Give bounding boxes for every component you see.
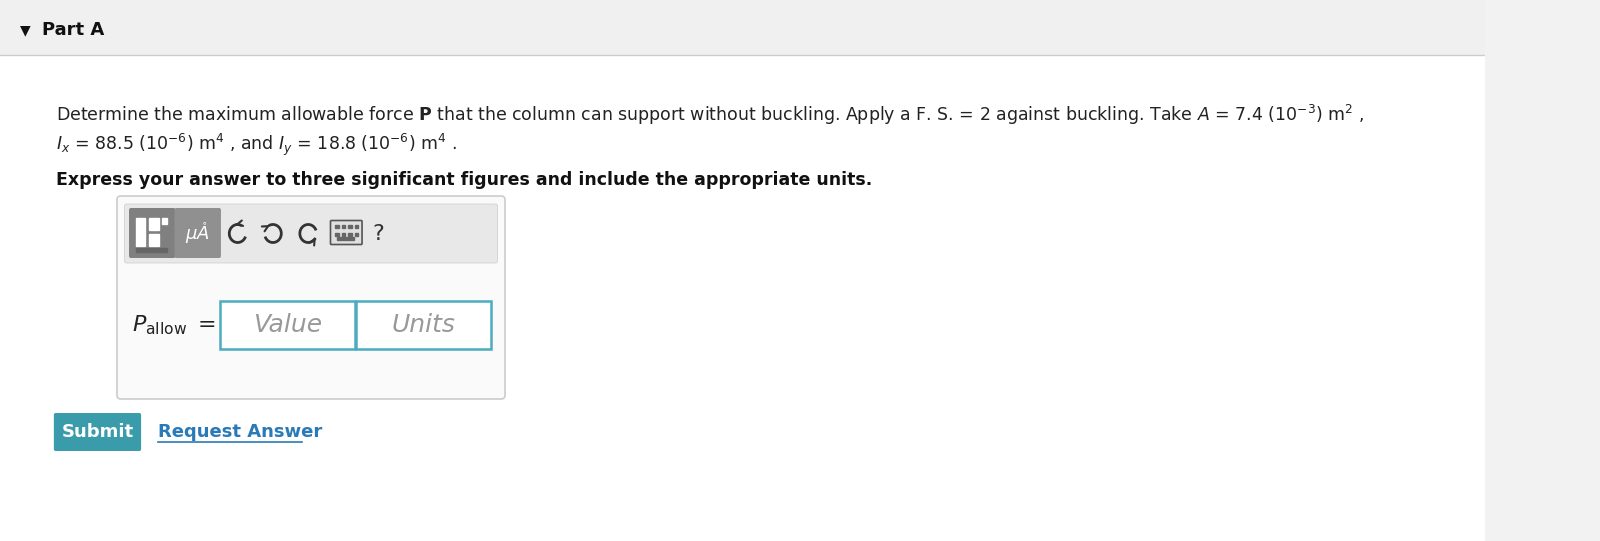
FancyBboxPatch shape [331, 221, 362, 245]
Bar [338, 236, 354, 240]
Text: ▼: ▼ [21, 23, 30, 37]
Bar [0, 0, 1485, 55]
FancyBboxPatch shape [130, 208, 176, 258]
Text: Determine the maximum allowable force $\mathbf{P}$ that the column can support w: Determine the maximum allowable force $\… [56, 103, 1363, 127]
Text: $\mu\mathring{A}$: $\mu\mathring{A}$ [186, 220, 210, 246]
Bar [334, 233, 339, 235]
Bar [349, 225, 352, 228]
Text: Express your answer to three significant figures and include the appropriate uni: Express your answer to three significant… [56, 171, 872, 189]
Text: Request Answer: Request Answer [158, 423, 322, 441]
Text: Submit: Submit [61, 423, 133, 441]
FancyBboxPatch shape [125, 204, 498, 263]
Bar [0, 55, 1485, 541]
Text: ?: ? [371, 223, 384, 243]
Bar [149, 218, 158, 230]
Text: $I_x$ = 88.5 $(10^{-6})$ m$^4$ , and $I_y$ = 18.8 $(10^{-6})$ m$^4$ .: $I_x$ = 88.5 $(10^{-6})$ m$^4$ , and $I_… [56, 132, 456, 158]
Bar [342, 233, 346, 235]
Text: Value: Value [253, 313, 322, 337]
Bar [355, 225, 358, 228]
Bar [149, 234, 158, 246]
Bar [136, 218, 146, 246]
Bar [357, 301, 491, 349]
Text: $P_{\mathrm{allow}}$ $=$: $P_{\mathrm{allow}}$ $=$ [131, 313, 216, 337]
Bar [349, 233, 352, 235]
Bar [162, 218, 166, 224]
Bar [334, 225, 339, 228]
FancyBboxPatch shape [117, 196, 506, 399]
FancyBboxPatch shape [54, 413, 141, 451]
Bar [342, 225, 346, 228]
Bar [136, 248, 166, 252]
FancyBboxPatch shape [174, 208, 221, 258]
Text: Part A: Part A [42, 21, 104, 39]
Bar [221, 301, 355, 349]
Bar [355, 233, 358, 235]
Text: Units: Units [392, 313, 456, 337]
